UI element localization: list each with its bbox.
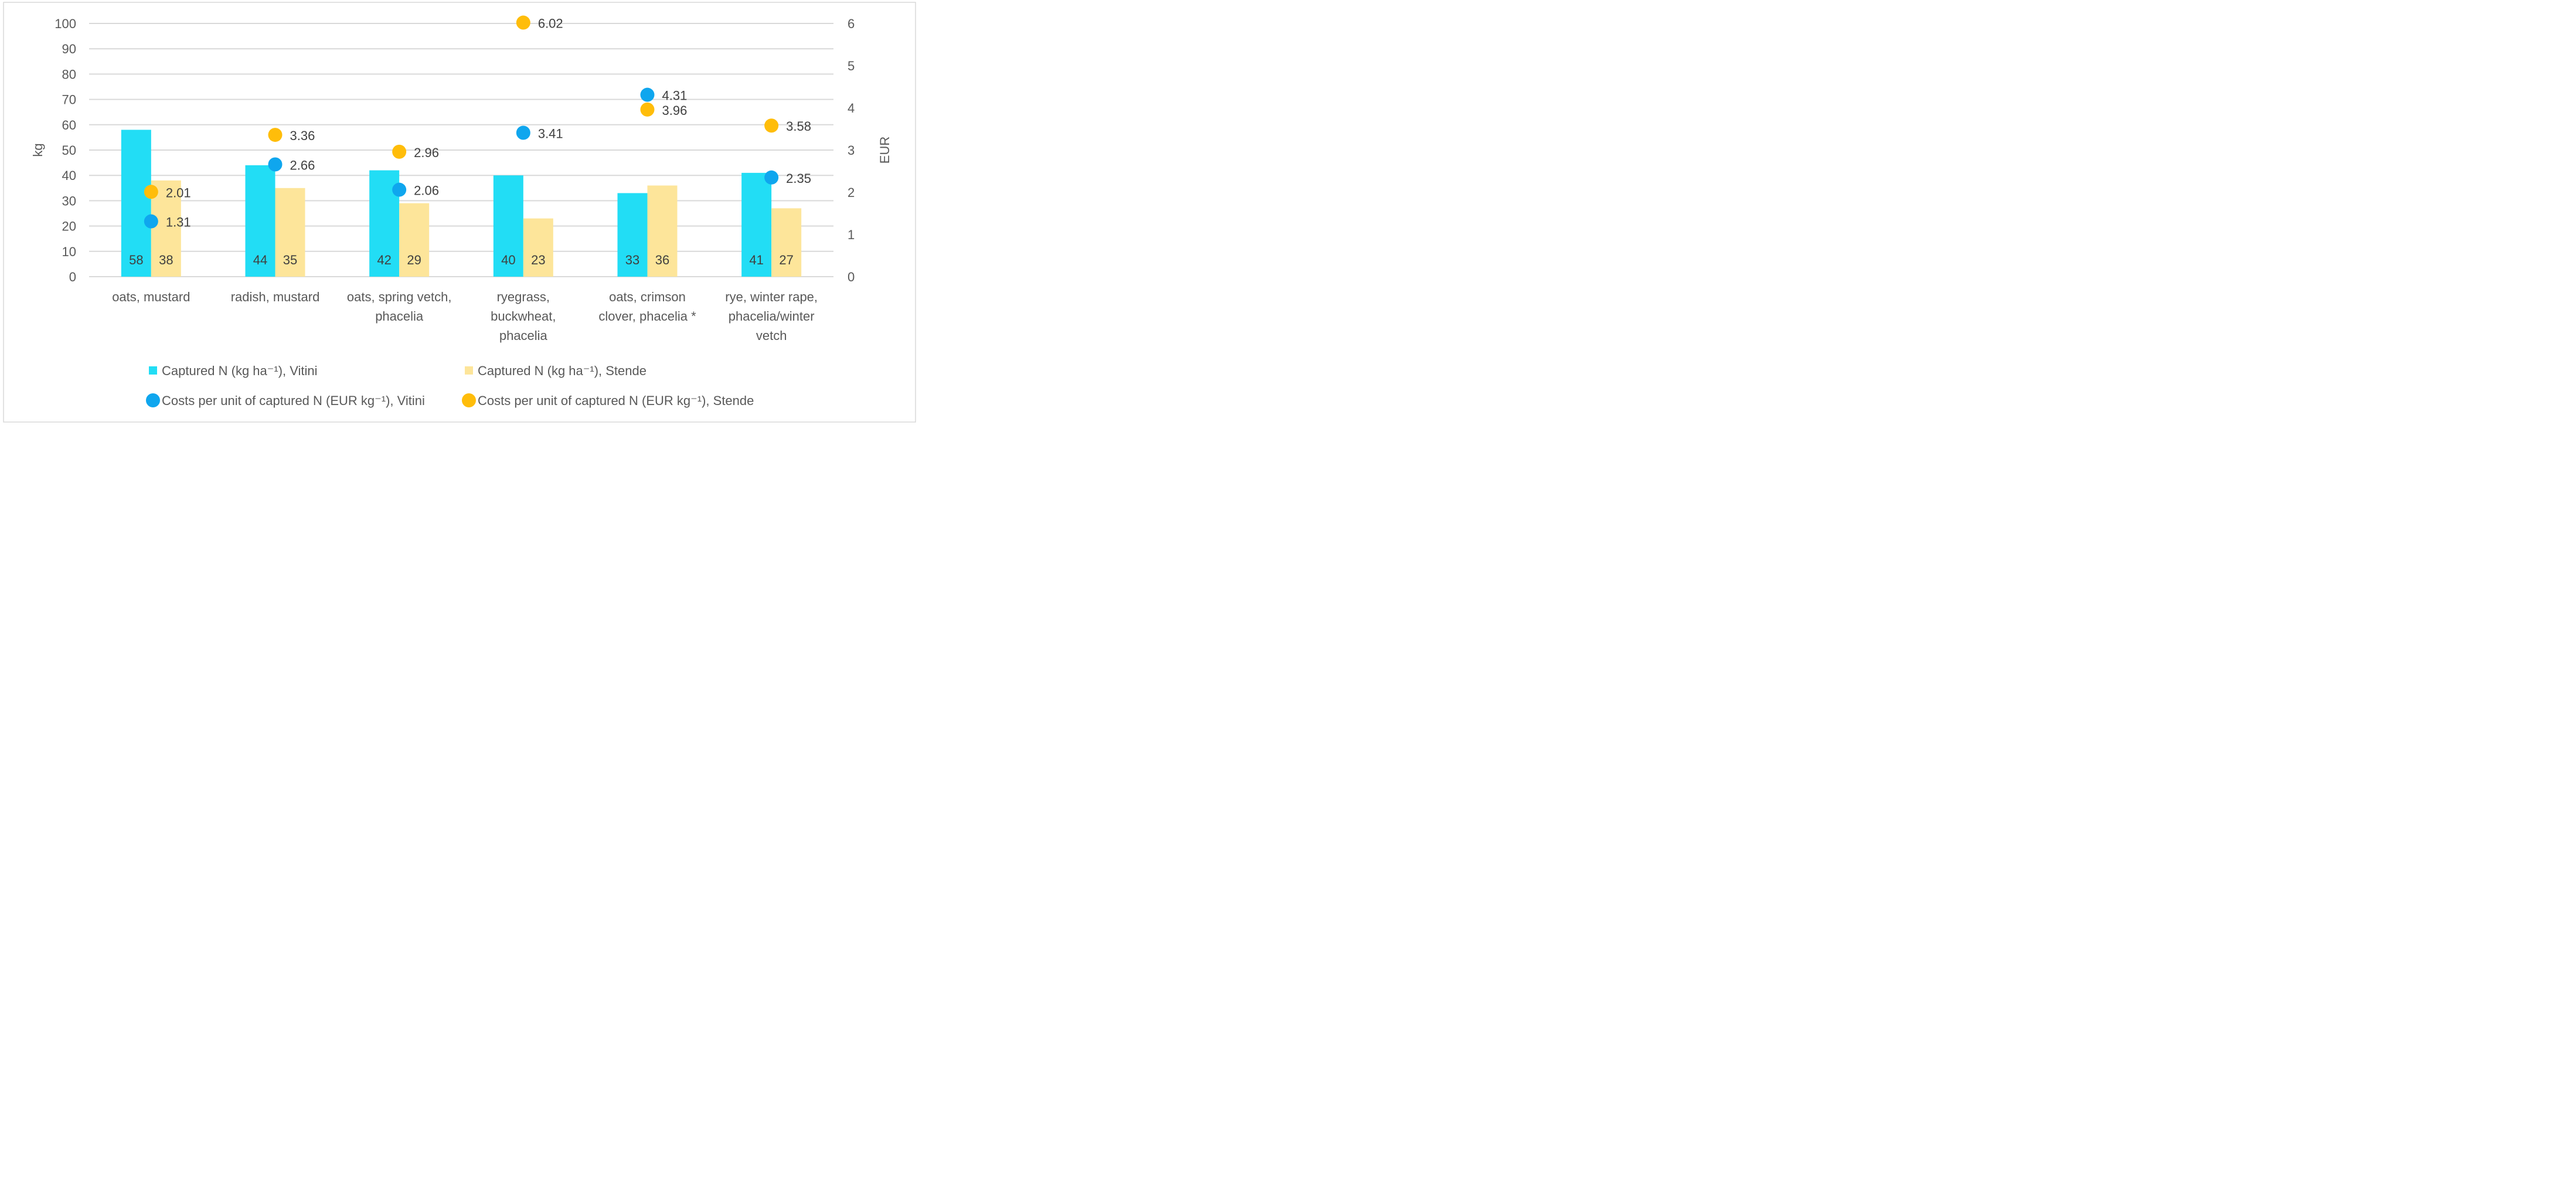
legend-swatch [146, 393, 160, 407]
bar-value-label: 35 [283, 253, 297, 267]
bar-stende [647, 185, 678, 277]
point-stende [268, 128, 283, 142]
left-tick-label: 50 [62, 143, 76, 158]
point-value-label: 6.02 [538, 16, 563, 31]
left-tick-label: 90 [62, 42, 76, 56]
right-tick-label: 4 [848, 101, 855, 115]
category-label: oats, mustard [112, 290, 190, 304]
bar-vitini [493, 175, 523, 277]
right-tick-label: 2 [848, 185, 855, 200]
point-stende [764, 118, 779, 133]
bar-value-label: 27 [779, 253, 793, 267]
bar-value-label: 29 [407, 253, 421, 267]
point-value-label: 3.58 [786, 119, 811, 134]
bar-value-label: 42 [377, 253, 391, 267]
left-tick-label: 30 [62, 193, 76, 208]
point-labels: 1.31 2.01 2.66 3.36 2.06 2.96 3.41 6.02 4.313.96… [166, 16, 811, 230]
point-value-label: 2.35 [786, 171, 811, 186]
category-label: phacelia [499, 328, 548, 343]
bar-vitini [121, 130, 151, 277]
left-tick-label: 10 [62, 244, 76, 259]
left-tick-label: 20 [62, 219, 76, 234]
category-label: rye, winter rape, [725, 290, 818, 304]
category-label: buckwheat, [491, 309, 556, 324]
legend-swatch [149, 366, 157, 375]
bar-labels: 58 38 44 35 42 29 40 23 33 36 41 27 [129, 253, 794, 267]
category-label: vetch [756, 328, 787, 343]
points [144, 15, 779, 229]
bar-value-label: 44 [253, 253, 267, 267]
left-tick-label: 80 [62, 67, 76, 81]
grid-lines [89, 23, 833, 277]
point-value-label: 1.31 [166, 215, 191, 230]
point-value-label: 2.06 [414, 183, 439, 198]
legend-swatch [465, 366, 473, 375]
point-value-label: 3.36 [290, 128, 315, 143]
point-value-label: 4.31 [662, 89, 688, 103]
left-axis-label: kg [30, 143, 45, 157]
bar-vitini [741, 172, 772, 277]
category-label: oats, crimson [609, 290, 686, 304]
bar-value-label: 41 [749, 253, 763, 267]
point-stende [392, 144, 407, 159]
bars [121, 130, 802, 277]
point-value-label: 3.96 [662, 103, 688, 118]
category-label: ryegrass, [497, 290, 550, 304]
legend-label: Costs per unit of captured N (EUR kg⁻¹),… [162, 393, 425, 408]
left-tick-label: 70 [62, 93, 76, 107]
right-tick-label: 5 [848, 59, 855, 73]
point-value-label: 2.01 [166, 185, 191, 200]
bar-value-label: 23 [531, 253, 545, 267]
bar-stende [275, 188, 305, 277]
left-tick-label: 60 [62, 118, 76, 132]
point-stende [144, 185, 158, 199]
right-tick-label: 1 [848, 227, 855, 242]
point-vitini [764, 170, 779, 185]
point-vitini [516, 125, 530, 140]
bar-value-label: 58 [129, 253, 143, 267]
category-label: oats, spring vetch, [347, 290, 452, 304]
bar-stende [523, 218, 553, 277]
bar-value-label: 36 [655, 253, 669, 267]
right-axis-ticks: 0 1 2 3 4 5 6 [848, 16, 855, 284]
legend-label: Costs per unit of captured N (EUR kg⁻¹),… [478, 393, 754, 408]
legend-label: Captured N (kg ha⁻¹), Stende [478, 363, 646, 378]
point-vitini [392, 182, 407, 197]
point-value-label: 3.41 [538, 126, 563, 141]
point-vitini [640, 87, 655, 102]
point-value-label: 2.66 [290, 158, 315, 172]
bar-stende [399, 203, 430, 277]
category-label: phacelia [375, 309, 424, 324]
left-tick-label: 40 [62, 168, 76, 183]
legend-swatch [462, 393, 476, 407]
right-tick-label: 3 [848, 143, 855, 158]
point-vitini [144, 214, 158, 229]
right-tick-label: 0 [848, 270, 855, 284]
category-label: clover, phacelia * [598, 309, 696, 324]
right-tick-label: 6 [848, 16, 855, 31]
right-axis-label: EUR [877, 137, 892, 164]
point-vitini [268, 157, 283, 172]
category-label: radish, mustard [231, 290, 320, 304]
left-tick-label: 100 [55, 16, 76, 31]
bar-vitini [245, 165, 275, 277]
point-value-label: 2.96 [414, 145, 439, 160]
left-tick-label: 0 [69, 270, 76, 284]
bar-stende [771, 208, 802, 277]
bar-value-label: 40 [501, 253, 515, 267]
point-stende [516, 15, 530, 30]
category-label: phacelia/winter [729, 309, 815, 324]
legend: Captured N (kg ha⁻¹), Vitini Captured N (… [146, 363, 754, 408]
legend-label: Captured N (kg ha⁻¹), Vitini [162, 363, 318, 378]
left-axis-ticks: 0 10 20 30 40 50 60 70 80 90 100 [55, 16, 76, 284]
point-stende [640, 102, 655, 117]
bar-value-label: 38 [159, 253, 173, 267]
bar-vitini [617, 193, 648, 277]
category-labels: oats, mustard radish, mustard oats, spring… [112, 290, 818, 343]
bar-value-label: 33 [625, 253, 639, 267]
